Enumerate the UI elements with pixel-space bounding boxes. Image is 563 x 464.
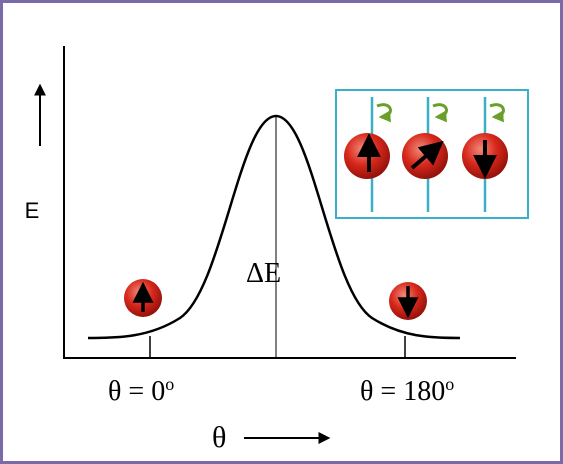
x-axis-label: θ xyxy=(212,421,226,454)
right-label-sup: o xyxy=(445,374,454,394)
y-axis-label: E xyxy=(25,198,40,223)
barrier-label: ΔE xyxy=(246,258,281,289)
spin-up xyxy=(124,279,162,317)
left-label-text: θ = 0 xyxy=(108,376,165,407)
spin-down xyxy=(389,282,427,320)
right-label-text: θ = 180 xyxy=(360,376,445,407)
inset xyxy=(335,89,529,219)
left-label-sup: o xyxy=(165,374,174,394)
left-label: θ = 0o xyxy=(108,374,174,407)
right-label: θ = 180o xyxy=(360,374,454,407)
